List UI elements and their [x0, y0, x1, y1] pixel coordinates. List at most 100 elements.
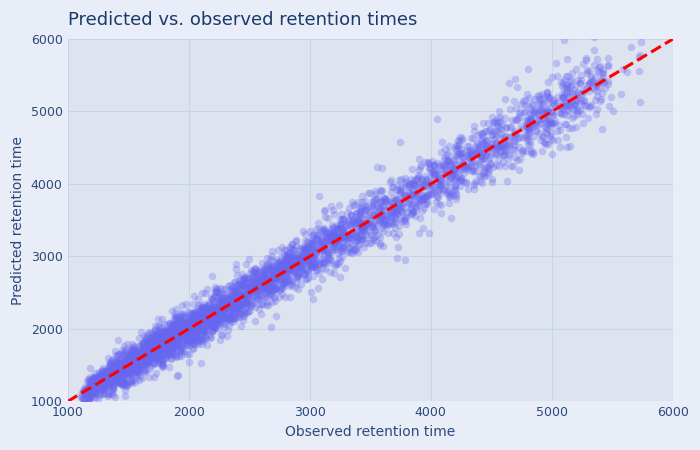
Point	[428, 171, 440, 179]
Point	[492, 118, 503, 126]
Point	[155, 342, 167, 349]
Point	[136, 351, 147, 359]
Point	[229, 303, 240, 310]
Point	[161, 333, 172, 341]
Point	[274, 264, 285, 271]
Point	[338, 230, 349, 238]
Point	[162, 333, 174, 340]
Point	[319, 207, 330, 214]
Point	[187, 318, 198, 325]
Point	[269, 287, 280, 294]
Point	[274, 266, 285, 274]
Point	[228, 294, 239, 302]
Point	[85, 364, 96, 372]
Point	[585, 101, 596, 108]
Point	[214, 300, 225, 307]
Point	[195, 320, 206, 327]
Point	[136, 360, 147, 368]
Point	[564, 143, 575, 150]
Point	[206, 306, 218, 313]
Point	[634, 68, 645, 75]
Point	[516, 126, 527, 133]
Point	[340, 221, 351, 229]
Point	[449, 183, 461, 190]
Point	[150, 345, 161, 352]
Point	[111, 379, 122, 386]
Point	[130, 374, 141, 381]
Point	[110, 378, 121, 385]
Point	[365, 239, 377, 247]
Point	[172, 334, 183, 342]
Point	[308, 260, 319, 267]
Point	[332, 234, 344, 242]
Point	[150, 340, 161, 347]
Point	[99, 378, 111, 385]
Point	[332, 238, 343, 245]
Point	[168, 324, 179, 331]
Point	[411, 207, 422, 214]
Point	[257, 274, 268, 281]
Point	[296, 262, 307, 270]
Point	[582, 114, 593, 122]
Point	[125, 353, 136, 360]
Point	[290, 261, 302, 268]
Point	[585, 78, 596, 86]
Point	[83, 376, 94, 383]
Point	[176, 333, 188, 341]
Point	[266, 272, 277, 279]
Point	[124, 351, 135, 359]
Point	[548, 119, 559, 126]
Point	[176, 328, 188, 335]
Point	[265, 280, 276, 287]
Point	[104, 369, 116, 376]
Point	[455, 145, 466, 152]
Point	[327, 231, 338, 239]
Point	[174, 312, 186, 319]
Point	[529, 107, 540, 114]
Point	[209, 323, 220, 330]
Point	[486, 178, 497, 185]
Point	[405, 180, 416, 188]
Point	[456, 150, 467, 158]
Point	[117, 364, 128, 372]
Point	[544, 133, 555, 140]
Point	[177, 318, 188, 325]
Point	[136, 349, 148, 356]
Point	[421, 195, 432, 202]
Point	[186, 321, 197, 328]
Point	[188, 310, 199, 317]
Point	[590, 110, 601, 117]
Point	[207, 272, 218, 279]
Point	[225, 292, 236, 299]
Point	[132, 364, 143, 372]
Point	[416, 176, 428, 183]
Point	[232, 302, 243, 309]
Point	[170, 354, 181, 361]
Point	[212, 311, 223, 318]
Point	[380, 196, 391, 203]
Point	[447, 169, 458, 176]
Point	[519, 97, 531, 104]
Point	[356, 223, 367, 230]
Point	[156, 363, 167, 370]
Point	[526, 112, 537, 120]
Point	[246, 286, 257, 293]
Point	[183, 310, 195, 317]
Point	[218, 301, 229, 308]
Point	[440, 171, 451, 178]
Point	[296, 255, 307, 262]
Point	[272, 258, 284, 265]
Point	[277, 281, 288, 288]
Point	[132, 354, 143, 361]
Point	[240, 287, 251, 294]
Point	[449, 176, 460, 183]
Point	[180, 330, 191, 338]
Point	[240, 298, 251, 306]
Point	[116, 376, 127, 383]
Point	[318, 259, 329, 266]
Point	[198, 328, 209, 336]
Point	[499, 147, 510, 154]
Point	[143, 329, 154, 337]
Point	[517, 134, 528, 141]
Point	[511, 104, 522, 112]
